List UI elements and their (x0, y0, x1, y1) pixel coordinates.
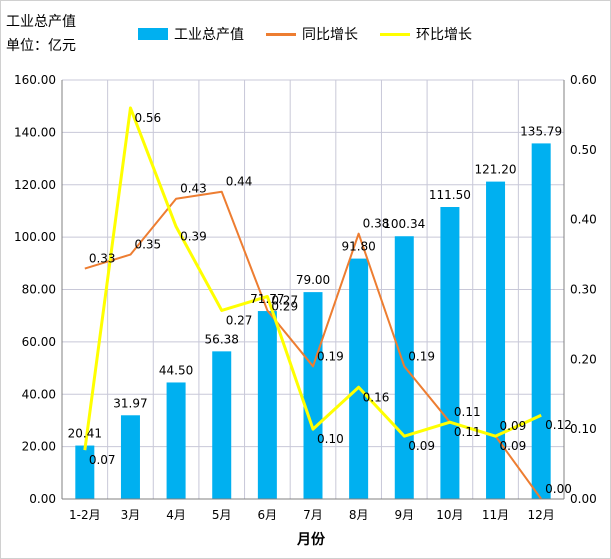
yoy-value-label: 0.33 (89, 252, 116, 266)
data-labels: 20.41 31.97 44.50 56.38 71.77 79.00 91.80 100.3… (68, 111, 572, 496)
y-tick-label: 60.00 (22, 335, 56, 349)
mom-value-label: 0.11 (454, 425, 481, 439)
chart-title: 工业总产值 (6, 14, 76, 30)
bar (257, 311, 277, 499)
yoy-value-label: 0.35 (134, 238, 161, 252)
legend-label-mom: 环比增长 (416, 27, 472, 43)
x-tick-label: 5月 (212, 508, 232, 522)
unit-label: 单位：亿元 (6, 38, 76, 54)
x-tick-label: 4月 (166, 508, 186, 522)
y-tick-label: 120.00 (14, 178, 56, 192)
mom-value-label: 0.16 (363, 390, 390, 404)
y2-tick-label: 0.40 (570, 213, 597, 227)
mom-value-label: 0.39 (180, 230, 207, 244)
y-tick-label: 140.00 (14, 125, 56, 139)
y-tick-label: 20.00 (22, 440, 56, 454)
bar (120, 415, 140, 499)
x-tick-label: 10月 (436, 508, 463, 522)
y-tick-label: 40.00 (22, 387, 56, 401)
yoy-value-label: 0.11 (454, 405, 481, 419)
y-tick-label: 160.00 (14, 73, 56, 87)
axes: 0.00 20.00 40.00 60.00 80.00 100.00 120.00 140.… (14, 73, 597, 522)
yoy-value-label: 0.19 (408, 349, 435, 363)
mom-value-label: 0.09 (408, 439, 435, 453)
bar-value-label: 79.00 (296, 273, 330, 287)
chart-header: 工业总产值 单位：亿元 (6, 10, 76, 58)
legend-swatch-output (138, 28, 168, 40)
bar (75, 445, 95, 499)
yoy-value-label: 0.09 (500, 419, 527, 433)
mom-value-label: 0.10 (317, 432, 344, 446)
bar-value-label: 56.38 (205, 332, 239, 346)
mom-value-label: 0.29 (271, 299, 298, 313)
mom-value-label: 0.27 (226, 313, 253, 327)
bar-value-label: 135.79 (520, 124, 562, 138)
y-tick-label: 100.00 (14, 230, 56, 244)
x-tick-label: 3月 (121, 508, 141, 522)
bar (440, 207, 460, 499)
y2-tick-label: 0.10 (570, 422, 597, 436)
legend-item-output: 工业总产值 (138, 24, 244, 44)
y2-tick-label: 0.50 (570, 143, 597, 157)
bar (303, 292, 323, 499)
bar (349, 258, 369, 499)
legend-label-output: 工业总产值 (174, 27, 244, 43)
bar-value-label: 71.77 (250, 292, 284, 306)
y2-tick-label: 0.30 (570, 283, 597, 297)
yoy-value-label: 0.43 (180, 182, 207, 196)
yoy-value-label: 0.19 (317, 349, 344, 363)
legend-item-yoy: 同比增长 (266, 24, 358, 44)
bars (75, 143, 551, 500)
legend-swatch-yoy (266, 32, 296, 36)
x-tick-label: 12月 (528, 508, 555, 522)
yoy-value-label: 0.38 (363, 217, 390, 231)
bar-value-label: 31.97 (113, 396, 147, 410)
mom-value-label: 0.07 (89, 453, 116, 467)
y-tick-label: 0.00 (29, 492, 56, 506)
bar (486, 181, 506, 500)
legend-item-mom: 环比增长 (380, 24, 472, 44)
bar-value-label: 44.50 (159, 363, 193, 377)
lines (83, 106, 542, 500)
y2-tick-label: 0.00 (570, 492, 597, 506)
bar-value-label: 111.50 (429, 188, 471, 202)
bar-value-label: 91.80 (341, 240, 375, 254)
mom-value-label: 0.56 (134, 111, 161, 125)
mom-value-label: 0.12 (545, 418, 572, 432)
bar-value-label: 20.41 (68, 427, 102, 441)
legend-label-yoy: 同比增长 (302, 27, 358, 43)
mom-line (83, 106, 542, 451)
mom-value-label: 0.09 (500, 439, 527, 453)
y-tick-label: 80.00 (22, 283, 56, 297)
legend: 工业总产值 同比增长 环比增长 (138, 24, 494, 44)
x-tick-label: 11月 (482, 508, 509, 522)
yoy-value-label: 0.44 (226, 175, 253, 189)
bar-value-label: 100.34 (383, 217, 425, 231)
bar-value-label: 121.20 (475, 163, 517, 177)
x-tick-label: 7月 (303, 508, 323, 522)
bar (212, 351, 232, 499)
x-tick-label: 1-2月 (69, 508, 101, 522)
yoy-value-label: 0.00 (545, 482, 572, 496)
bar (166, 382, 186, 499)
bar (531, 143, 551, 499)
legend-swatch-mom (380, 32, 410, 36)
y2-tick-label: 0.60 (570, 73, 597, 87)
yoy-value-label: 0.27 (271, 293, 298, 307)
y2-tick-label: 0.20 (570, 352, 597, 366)
x-tick-label: 8月 (349, 508, 369, 522)
x-axis-title: 月份 (296, 531, 326, 548)
x-tick-label: 9月 (394, 508, 414, 522)
x-tick-label: 6月 (258, 508, 278, 522)
